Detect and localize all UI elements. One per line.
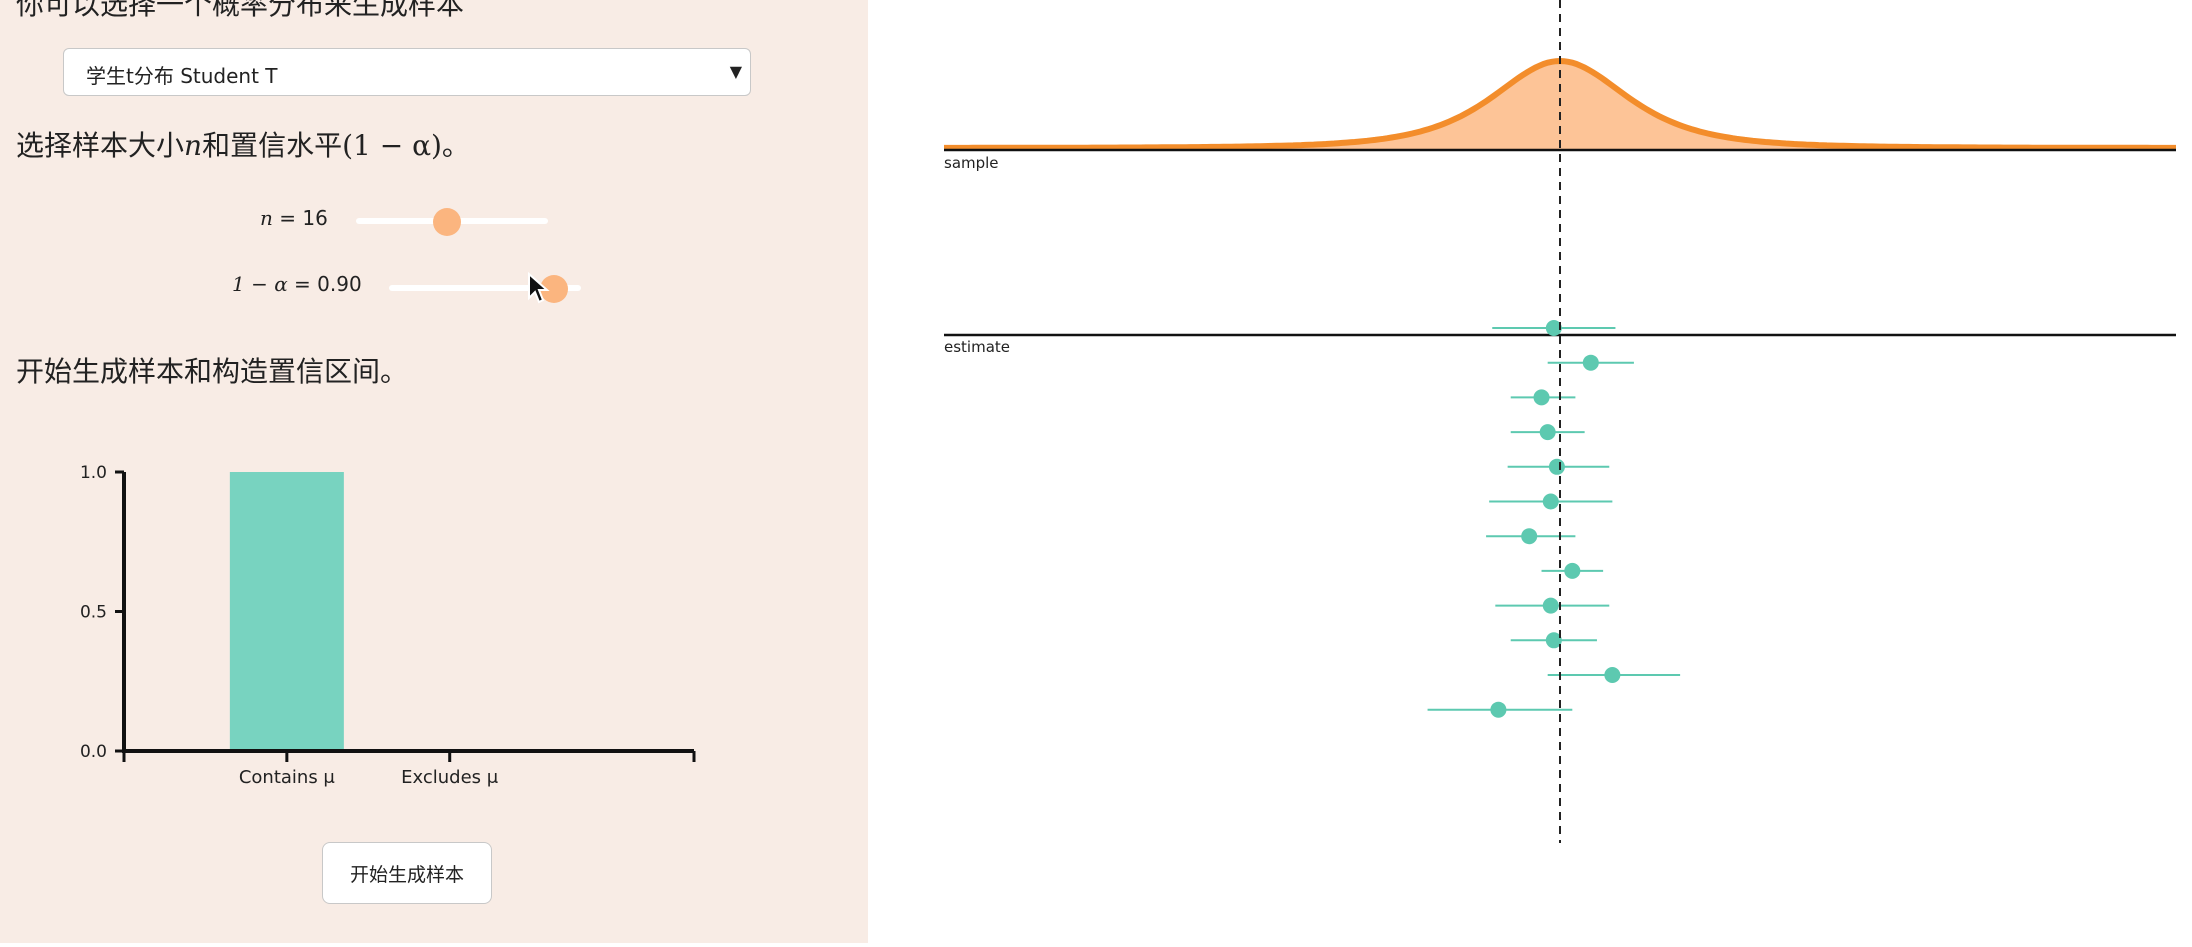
estimate-point xyxy=(1521,528,1538,545)
sample-axis-label: sample xyxy=(944,154,999,172)
n-slider-thumb[interactable] xyxy=(433,208,461,236)
distribution-select[interactable]: 学生t分布 Student T ▼ xyxy=(63,48,751,96)
y-tick-label: 0.5 xyxy=(80,603,107,623)
control-panel: 你可以选择一个概率分布来生成样本 学生t分布 Student T ▼ 选择样本大… xyxy=(0,0,868,943)
n-slider-label-var: n xyxy=(260,206,273,230)
sampling-visualization: sample estimate xyxy=(944,0,2176,843)
n-slider-label: n = 16 xyxy=(260,206,328,230)
confidence-slider-track[interactable] xyxy=(389,285,581,291)
estimate-point xyxy=(1548,458,1565,475)
start-sampling-button[interactable]: 开始生成样本 xyxy=(322,842,492,904)
estimate-point xyxy=(1542,597,1559,614)
mouse-cursor-icon xyxy=(528,272,550,304)
sample-prompt-text: 选择样本大小 xyxy=(16,129,185,162)
sample-prompt-var: n xyxy=(184,129,203,162)
confidence-slider-label-var: 1 − α xyxy=(232,272,288,296)
estimate-point xyxy=(1604,667,1621,683)
sample-prompt-end: 。 xyxy=(441,129,470,162)
estimate-point xyxy=(1582,354,1599,371)
visualization-panel: sample estimate xyxy=(868,0,2192,943)
estimate-point xyxy=(1490,701,1507,718)
x-tick-label: Contains μ xyxy=(239,767,336,788)
estimate-axis-label: estimate xyxy=(944,338,1010,356)
chevron-down-icon: ▼ xyxy=(729,62,742,81)
start-prompt: 开始生成样本和构造置信区间。 xyxy=(16,355,409,388)
estimate-point xyxy=(1545,632,1562,649)
estimate-point xyxy=(1564,562,1581,579)
estimate-point xyxy=(1545,320,1562,336)
estimate-point xyxy=(1533,389,1550,406)
y-tick-label: 1.0 xyxy=(80,463,107,483)
n-slider-label-value: = 16 xyxy=(272,206,328,230)
estimate-point xyxy=(1539,424,1556,441)
x-tick-label: Excludes μ xyxy=(401,767,499,788)
bar xyxy=(229,472,344,751)
sample-size-prompt: 选择样本大小n和置信水平(1 − α)。 xyxy=(16,124,470,164)
intro-text: 你可以选择一个概率分布来生成样本 xyxy=(16,0,465,21)
sample-prompt-mid: 和置信水平 xyxy=(202,129,343,162)
y-tick-label: 0.0 xyxy=(80,742,107,762)
coverage-bar-chart: 0.0 0.5 1.0 Contains μ Excludes μ xyxy=(80,463,696,788)
confidence-slider-label-value: = 0.90 xyxy=(287,272,362,296)
sample-prompt-formula: (1 − α) xyxy=(342,129,442,162)
distribution-select-value: 学生t分布 Student T xyxy=(86,64,278,88)
confidence-slider-label: 1 − α = 0.90 xyxy=(232,272,362,296)
estimate-point xyxy=(1542,493,1559,510)
